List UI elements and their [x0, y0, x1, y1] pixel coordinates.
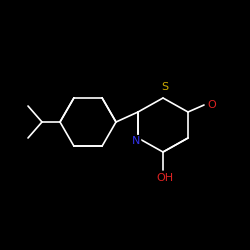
Text: S: S: [162, 82, 168, 92]
Text: OH: OH: [156, 173, 174, 183]
Text: N: N: [132, 136, 140, 146]
Text: O: O: [208, 100, 216, 110]
